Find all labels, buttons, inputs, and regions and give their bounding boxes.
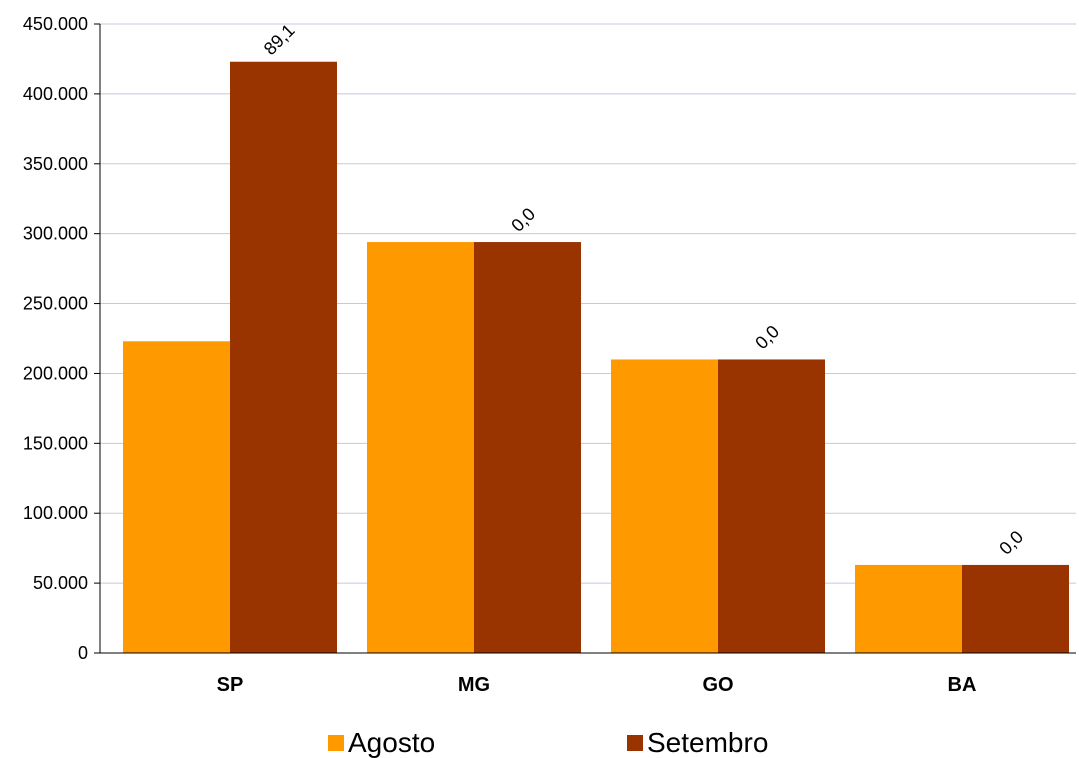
bar-setembro-go <box>718 359 825 653</box>
y-tick-label: 450.000 <box>23 14 88 34</box>
chart-legend: Agosto Setembro <box>0 720 1079 758</box>
data-label: 89,1 <box>260 20 299 59</box>
y-tick-label: 250.000 <box>23 294 88 314</box>
x-category-label: GO <box>702 674 733 696</box>
bar-agosto-sp <box>123 341 230 653</box>
data-label: 0,0 <box>751 321 783 353</box>
bar-agosto-mg <box>367 242 474 653</box>
y-tick-label: 400.000 <box>23 84 88 104</box>
x-category-label: BA <box>948 674 977 696</box>
legend-swatch-agosto <box>328 735 344 751</box>
y-tick-label: 150.000 <box>23 433 88 453</box>
y-tick-label: 50.000 <box>33 573 88 593</box>
y-tick-label: 350.000 <box>23 154 88 174</box>
legend-label-setembro: Setembro <box>647 727 769 758</box>
bar-chart-svg: 0 50.000 100.000 150.000 200.000 250.000 300.0… <box>23 14 1076 696</box>
bar-setembro-ba <box>962 564 1069 653</box>
y-tick-label: 300.000 <box>23 224 88 244</box>
bar-setembro-mg <box>474 242 581 653</box>
legend-item-setembro: Setembro <box>627 728 768 758</box>
x-category-label: MG <box>458 674 490 696</box>
legend-label-agosto: Agosto <box>348 727 436 758</box>
y-tick-label: 100.000 <box>23 503 88 523</box>
bar-agosto-ba <box>855 564 962 653</box>
y-tick-label: 0 <box>78 643 88 663</box>
y-tick-label: 200.000 <box>23 363 88 383</box>
legend-swatch-setembro <box>627 735 643 751</box>
data-label: 0,0 <box>995 527 1027 559</box>
x-category-label: SP <box>217 674 244 696</box>
bar-setembro-sp <box>230 61 337 654</box>
legend-item-agosto: Agosto <box>328 728 435 758</box>
bar-agosto-go <box>611 359 718 653</box>
data-label: 0,0 <box>507 204 539 236</box>
